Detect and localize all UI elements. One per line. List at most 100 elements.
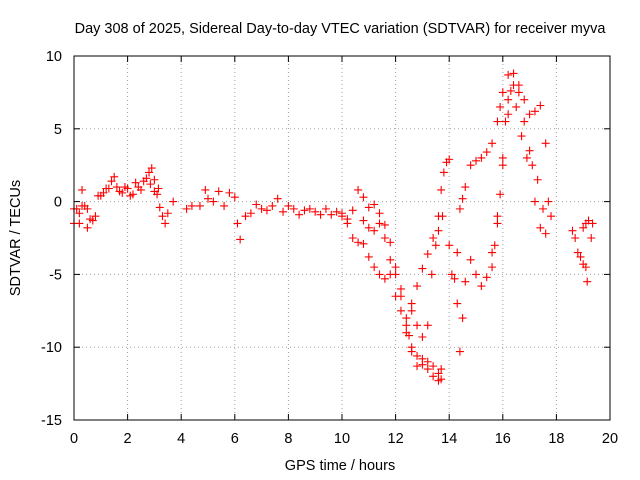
x-tick-label: 16 bbox=[495, 431, 511, 447]
data-point bbox=[115, 187, 124, 196]
data-point bbox=[316, 210, 325, 219]
data-point bbox=[137, 185, 145, 194]
data-point bbox=[354, 185, 363, 194]
y-tick-label: -10 bbox=[41, 340, 62, 356]
data-point bbox=[498, 88, 507, 97]
data-point bbox=[78, 201, 87, 210]
data-point bbox=[541, 139, 550, 148]
data-point bbox=[370, 200, 379, 209]
data-point bbox=[370, 226, 379, 235]
series-track-b bbox=[70, 172, 163, 225]
data-point bbox=[509, 69, 518, 78]
data-point bbox=[327, 210, 336, 219]
data-point bbox=[517, 132, 526, 141]
data-point bbox=[359, 239, 368, 248]
data-point bbox=[450, 274, 459, 283]
data-point bbox=[536, 223, 545, 232]
data-point bbox=[359, 216, 368, 225]
data-point bbox=[354, 238, 363, 247]
x-tick-label: 20 bbox=[602, 431, 618, 447]
data-point bbox=[431, 241, 440, 250]
data-point bbox=[75, 209, 84, 218]
data-point bbox=[284, 201, 293, 210]
data-point bbox=[418, 333, 427, 342]
data-point bbox=[418, 354, 427, 363]
data-point bbox=[413, 321, 422, 330]
data-point bbox=[455, 347, 464, 356]
data-point bbox=[233, 219, 242, 228]
data-point bbox=[262, 206, 271, 215]
y-tick-label: 5 bbox=[54, 122, 62, 138]
data-point bbox=[252, 200, 261, 209]
data-point bbox=[536, 101, 545, 110]
x-tick-label: 2 bbox=[124, 431, 132, 447]
data-point bbox=[413, 351, 422, 360]
data-point bbox=[396, 292, 405, 301]
data-point bbox=[289, 204, 298, 213]
data-point bbox=[407, 299, 416, 308]
data-point bbox=[405, 331, 413, 340]
tick-layer: 0 2 4 6 8 10 12 14 16 18 20 -15 -10 -5 0 5 10 bbox=[41, 49, 618, 447]
data-point bbox=[348, 234, 357, 242]
series-track-g bbox=[445, 81, 550, 356]
data-point bbox=[466, 161, 475, 170]
data-point bbox=[453, 299, 462, 308]
data-point bbox=[434, 369, 443, 378]
x-axis-label: GPS time / hours bbox=[285, 458, 395, 474]
data-point bbox=[370, 263, 379, 272]
series-track-j bbox=[568, 216, 597, 286]
data-point bbox=[107, 177, 116, 186]
data-point bbox=[522, 153, 531, 162]
data-point bbox=[423, 250, 432, 259]
data-point bbox=[321, 204, 330, 213]
data-point bbox=[571, 234, 580, 242]
data-point bbox=[506, 86, 515, 95]
x-tick-label: 6 bbox=[231, 431, 239, 447]
data-point bbox=[279, 207, 288, 216]
data-point bbox=[150, 187, 159, 196]
data-point bbox=[576, 252, 585, 261]
data-point bbox=[541, 229, 550, 238]
data-point bbox=[472, 270, 480, 279]
data-point bbox=[257, 204, 266, 213]
data-point bbox=[75, 219, 84, 228]
data-point bbox=[195, 201, 204, 210]
data-point bbox=[453, 248, 462, 257]
data-point bbox=[429, 234, 438, 242]
data-point bbox=[386, 238, 395, 247]
data-point bbox=[364, 252, 373, 261]
data-point bbox=[493, 219, 502, 228]
data-point bbox=[504, 70, 513, 79]
data-point bbox=[520, 117, 529, 126]
data-point bbox=[104, 184, 113, 193]
data-point bbox=[225, 188, 234, 197]
data-point bbox=[445, 241, 454, 250]
data-point bbox=[145, 168, 154, 177]
data-point bbox=[514, 81, 523, 90]
data-point bbox=[490, 241, 499, 250]
chart-title: Day 308 of 2025, Sidereal Day-to-day VTE… bbox=[75, 21, 607, 37]
data-point bbox=[423, 357, 432, 366]
data-point bbox=[514, 88, 523, 97]
data-point bbox=[496, 102, 505, 111]
data-point bbox=[568, 226, 577, 235]
data-point bbox=[402, 314, 411, 323]
series-track-i bbox=[488, 86, 547, 272]
data-point bbox=[539, 204, 547, 213]
data-point bbox=[528, 161, 537, 170]
x-tick-label: 4 bbox=[177, 431, 185, 447]
x-tick-label: 12 bbox=[388, 431, 404, 447]
data-point bbox=[413, 362, 422, 371]
data-point bbox=[423, 321, 432, 330]
x-tick-label: 8 bbox=[284, 431, 292, 447]
data-point bbox=[220, 201, 229, 210]
data-point bbox=[83, 204, 92, 213]
data-point bbox=[131, 178, 140, 187]
data-point bbox=[438, 212, 447, 221]
data-point bbox=[396, 306, 405, 315]
data-point bbox=[544, 197, 553, 206]
data-point bbox=[386, 255, 395, 264]
data-point bbox=[413, 282, 422, 291]
data-point bbox=[588, 219, 597, 228]
data-point bbox=[461, 183, 470, 192]
